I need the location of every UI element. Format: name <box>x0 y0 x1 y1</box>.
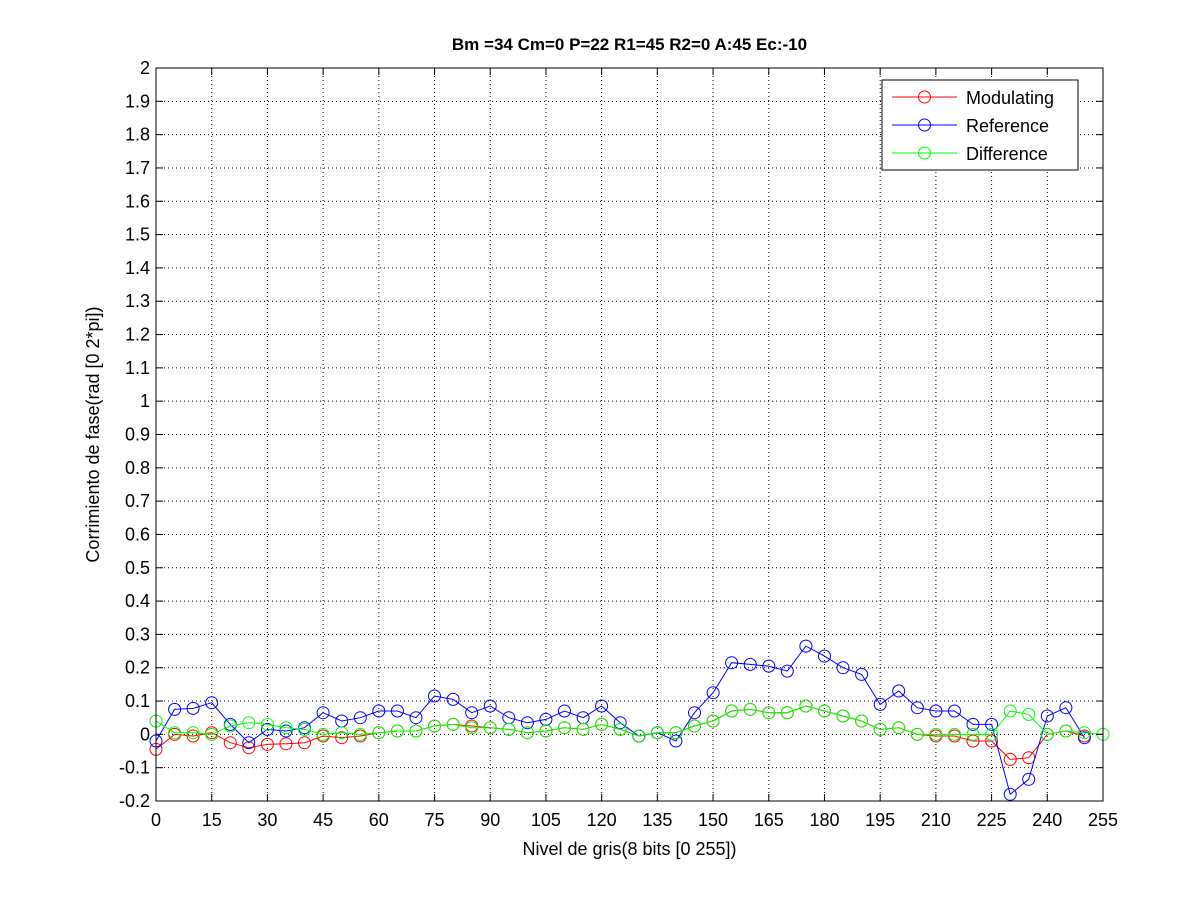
y-tick-label: 0.8 <box>125 458 150 478</box>
y-tick-label: 0.5 <box>125 558 150 578</box>
y-tick-label: 1.4 <box>125 258 150 278</box>
y-tick-label: 0.6 <box>125 524 150 544</box>
legend-label-difference: Difference <box>966 144 1048 164</box>
y-tick-label: 0.4 <box>125 591 150 611</box>
y-tick-label: 1.7 <box>125 158 150 178</box>
y-tick-label: 1.8 <box>125 125 150 145</box>
y-tick-label: -0.1 <box>119 758 150 778</box>
y-tick-label: 1.9 <box>125 91 150 111</box>
x-tick-label: 195 <box>865 810 895 830</box>
y-axis-label: Corrimiento de fase(rad [0 2*pi]) <box>83 306 103 562</box>
chart-title: Bm =34 Cm=0 P=22 R1=45 R2=0 A:45 Ec:-10 <box>452 35 807 54</box>
x-tick-label: 165 <box>754 810 784 830</box>
y-tick-label: 0 <box>140 724 150 744</box>
y-tick-label: 1.1 <box>125 358 150 378</box>
y-tick-label: 1.6 <box>125 191 150 211</box>
x-tick-label: 60 <box>369 810 389 830</box>
legend-label-reference: Reference <box>966 116 1049 136</box>
y-tick-label: 1.2 <box>125 325 150 345</box>
x-tick-label: 75 <box>425 810 445 830</box>
y-tick-label: -0.2 <box>119 791 150 811</box>
x-tick-label: 210 <box>921 810 951 830</box>
x-tick-label: 30 <box>257 810 277 830</box>
legend-label-modulating: Modulating <box>966 88 1054 108</box>
x-tick-label: 45 <box>313 810 333 830</box>
x-tick-label: 135 <box>642 810 672 830</box>
y-tick-label: 0.9 <box>125 425 150 445</box>
legend: Modulating Reference Difference <box>882 80 1078 170</box>
x-tick-label: 255 <box>1088 810 1118 830</box>
y-tick-label: 0.2 <box>125 658 150 678</box>
y-tick-label: 0.7 <box>125 491 150 511</box>
y-tick-label: 1.5 <box>125 225 150 245</box>
y-tick-label: 1.3 <box>125 291 150 311</box>
y-tick-label: 2 <box>140 58 150 78</box>
x-tick-label: 180 <box>809 810 839 830</box>
x-axis-label: Nivel de gris(8 bits [0 255]) <box>522 839 736 859</box>
x-tick-label: 15 <box>202 810 222 830</box>
x-tick-label: 225 <box>977 810 1007 830</box>
x-tick-label: 0 <box>151 810 161 830</box>
y-tick-label: 0.3 <box>125 624 150 644</box>
x-tick-label: 105 <box>531 810 561 830</box>
x-tick-label: 150 <box>698 810 728 830</box>
x-tick-label: 120 <box>587 810 617 830</box>
y-tick-label: 1 <box>140 391 150 411</box>
x-tick-label: 240 <box>1032 810 1062 830</box>
y-tick-label: 0.1 <box>125 691 150 711</box>
x-tick-label: 90 <box>480 810 500 830</box>
